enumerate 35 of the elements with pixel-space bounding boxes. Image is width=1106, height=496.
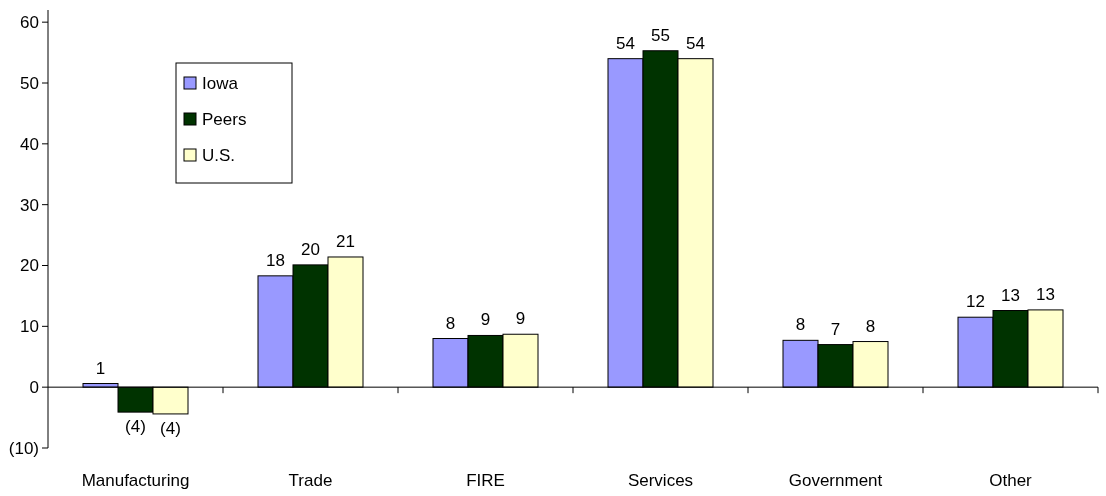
data-label: 54 [616, 33, 635, 53]
data-label: 13 [1001, 285, 1020, 305]
y-tick-label: 50 [20, 73, 39, 93]
data-label: 7 [830, 319, 841, 339]
y-tick-label: 40 [20, 134, 39, 154]
x-tick-label: Other [989, 471, 1033, 490]
y-tick-label: (10) [8, 438, 39, 458]
data-label: 13 [1036, 284, 1055, 304]
y-tick-label: 20 [20, 256, 39, 276]
y-tick-label: 10 [20, 317, 39, 337]
data-label: 1 [95, 358, 106, 378]
x-tick-label: Services [627, 471, 694, 490]
data-label: 54 [686, 33, 705, 53]
data-label: 8 [445, 313, 456, 333]
y-tick-label: 0 [29, 378, 39, 398]
data-label: 18 [266, 250, 285, 270]
x-tick-label: Government [788, 471, 883, 490]
data-label: 9 [480, 310, 491, 330]
data-label: (4) [125, 417, 146, 437]
data-label: 20 [301, 239, 320, 259]
x-tick-label: Trade [288, 471, 333, 490]
data-label: 8 [865, 316, 876, 336]
y-tick-label: 30 [20, 195, 39, 215]
y-tick-label: 60 [20, 13, 39, 33]
data-label: (4) [160, 418, 181, 438]
legend-label: U.S. [202, 145, 236, 165]
data-label: 55 [651, 25, 670, 45]
data-label: 21 [336, 231, 355, 251]
data-label: 9 [515, 309, 526, 329]
x-tick-label: FIRE [466, 471, 505, 490]
data-label: 12 [966, 292, 985, 312]
legend-label: Iowa [202, 73, 239, 93]
legend-label: Peers [202, 109, 247, 129]
data-label: 8 [795, 315, 806, 335]
x-tick-label: Manufacturing [81, 471, 190, 490]
